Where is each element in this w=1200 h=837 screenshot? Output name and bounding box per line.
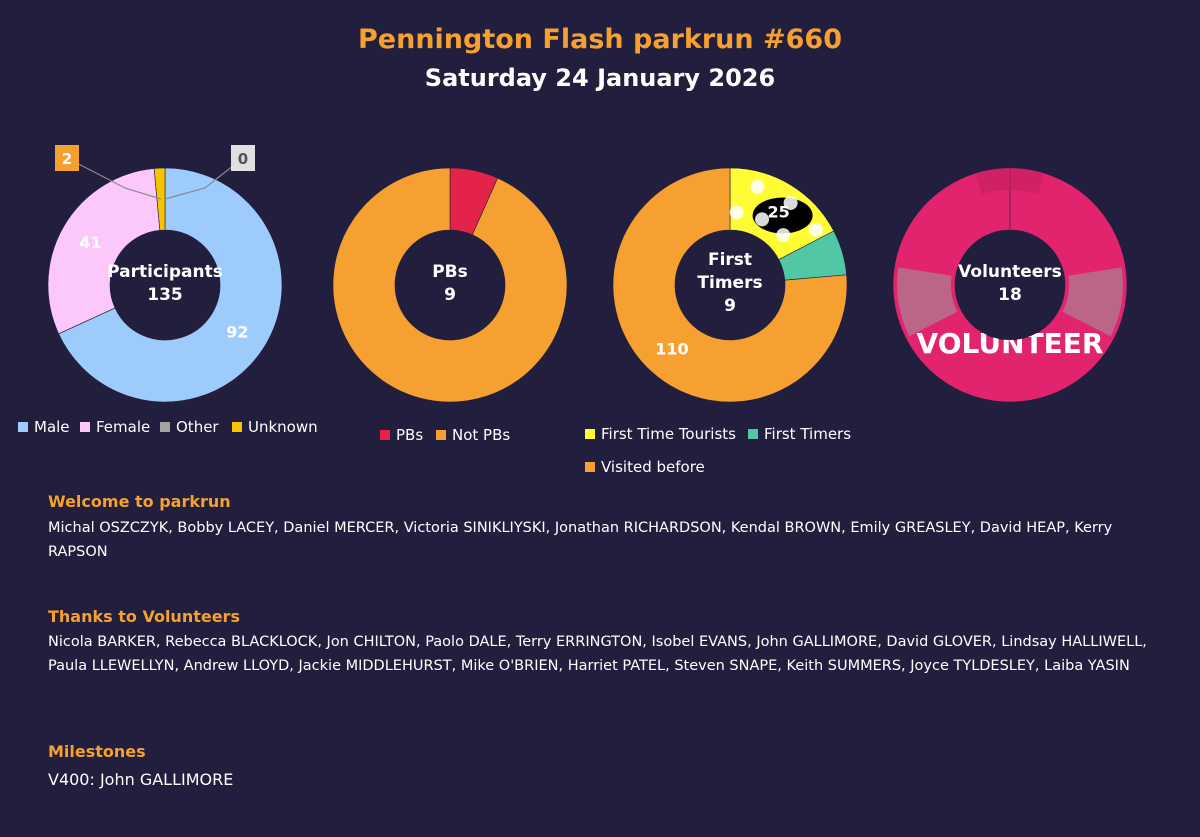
center-label: First bbox=[708, 250, 752, 270]
center-label: PBs bbox=[432, 262, 468, 282]
legend-item-first-timers: First Timers bbox=[748, 425, 851, 443]
visited-before-slice bbox=[612, 167, 848, 403]
legend-swatch bbox=[585, 429, 595, 439]
welcome-heading: Welcome to parkrun bbox=[48, 492, 231, 511]
legend-label: Male bbox=[34, 418, 70, 436]
milestones-heading: Milestones bbox=[48, 742, 146, 761]
visited-before-data-label: 110 bbox=[655, 339, 688, 358]
female-data-label: 41 bbox=[79, 233, 101, 252]
donut-charts: Participants 135 92 41 0 2 PBs 9 First Timers 9 25 1… bbox=[47, 145, 1128, 403]
first-timers-donut: First Timers 9 25 110 bbox=[612, 167, 848, 403]
legend-swatch bbox=[585, 462, 595, 472]
legend-label: First Timers bbox=[764, 425, 852, 443]
participants-donut: Participants 135 92 41 0 2 bbox=[47, 145, 283, 403]
not-pbs-slice bbox=[332, 167, 568, 403]
center-label: Volunteers bbox=[958, 262, 1062, 282]
legend-swatch bbox=[18, 422, 28, 432]
legend-item-unknown: Unknown bbox=[232, 418, 318, 436]
unknown-leader-line bbox=[66, 157, 162, 200]
tourists-label-blob bbox=[752, 197, 813, 234]
legend-item-male: Male bbox=[18, 418, 70, 436]
legend-label: Not PBs bbox=[452, 426, 511, 444]
legend-swatch bbox=[160, 422, 170, 432]
tourists-dot bbox=[783, 195, 798, 210]
male-slice bbox=[58, 167, 283, 403]
volunteers-hole bbox=[955, 230, 1065, 340]
reflective-strip-right bbox=[1062, 267, 1123, 337]
legend-swatch bbox=[436, 430, 446, 440]
center-value: 18 bbox=[998, 285, 1022, 305]
legend-item-female: Female bbox=[80, 418, 150, 436]
participants-legend: Male Female Other Unknown bbox=[18, 418, 348, 442]
pbs-legend: PBs Not PBs bbox=[380, 426, 580, 450]
legend-label: First Time Tourists bbox=[601, 425, 736, 443]
tourists-dot bbox=[750, 179, 765, 194]
welcome-names: Michal OSZCZYK, Bobby LACEY, Daniel MERC… bbox=[48, 520, 1113, 560]
volunteer-vest-shade bbox=[975, 168, 1045, 195]
legend-swatch bbox=[748, 429, 758, 439]
pbs-donut: PBs 9 bbox=[332, 167, 568, 403]
legend-swatch bbox=[232, 422, 242, 432]
page-title: Pennington Flash parkrun #660 bbox=[358, 24, 842, 55]
other-callout-box bbox=[231, 145, 255, 171]
legend-swatch bbox=[80, 422, 90, 432]
other-leader-line bbox=[164, 157, 244, 200]
volunteers-names: Nicola BARKER, Rebecca BLACKLOCK, Jon CH… bbox=[48, 634, 1147, 674]
unknown-callout-box bbox=[55, 145, 79, 171]
legend-label: Visited before bbox=[601, 458, 705, 476]
tourists-dot bbox=[729, 205, 744, 220]
female-slice bbox=[47, 168, 161, 335]
other-data-label: 0 bbox=[238, 150, 248, 168]
legend-label: Female bbox=[96, 418, 151, 436]
first-timers-legend: First Time Tourists First Timers Visited b… bbox=[585, 425, 885, 485]
male-data-label: 92 bbox=[226, 322, 248, 341]
unknown-data-label: 2 bbox=[62, 150, 72, 168]
volunteers-donut: Volunteers18VOLUNTEERVolunteers18 bbox=[892, 167, 1128, 403]
legend-item-visited-before: Visited before bbox=[585, 458, 705, 476]
legend-label: PBs bbox=[396, 426, 424, 444]
center-value: 9 bbox=[444, 285, 456, 305]
center-label: Timers bbox=[697, 273, 762, 293]
reflective-strip-left bbox=[897, 267, 958, 337]
tourists-dot bbox=[755, 212, 770, 227]
legend-label: Unknown bbox=[248, 418, 318, 436]
center-label: Participants bbox=[107, 262, 223, 282]
event-date: Saturday 24 January 2026 bbox=[424, 64, 776, 92]
legend-item-not-pbs: Not PBs bbox=[436, 426, 510, 444]
center-value: 135 bbox=[147, 285, 183, 305]
legend-item-other: Other bbox=[160, 418, 219, 436]
volunteers-heading: Thanks to Volunteers bbox=[48, 607, 240, 626]
legend-swatch bbox=[380, 430, 390, 440]
tourists-dot bbox=[776, 228, 791, 243]
tourists-dot bbox=[808, 222, 823, 237]
legend-label: Other bbox=[176, 418, 219, 436]
center-value: 9 bbox=[724, 296, 736, 316]
milestone-item: V400: John GALLIMORE bbox=[48, 770, 234, 789]
first-time-tourists-data-label: 25 bbox=[767, 202, 789, 221]
legend-item-pbs: PBs bbox=[380, 426, 423, 444]
legend-item-first-time-tourists: First Time Tourists bbox=[585, 425, 736, 443]
